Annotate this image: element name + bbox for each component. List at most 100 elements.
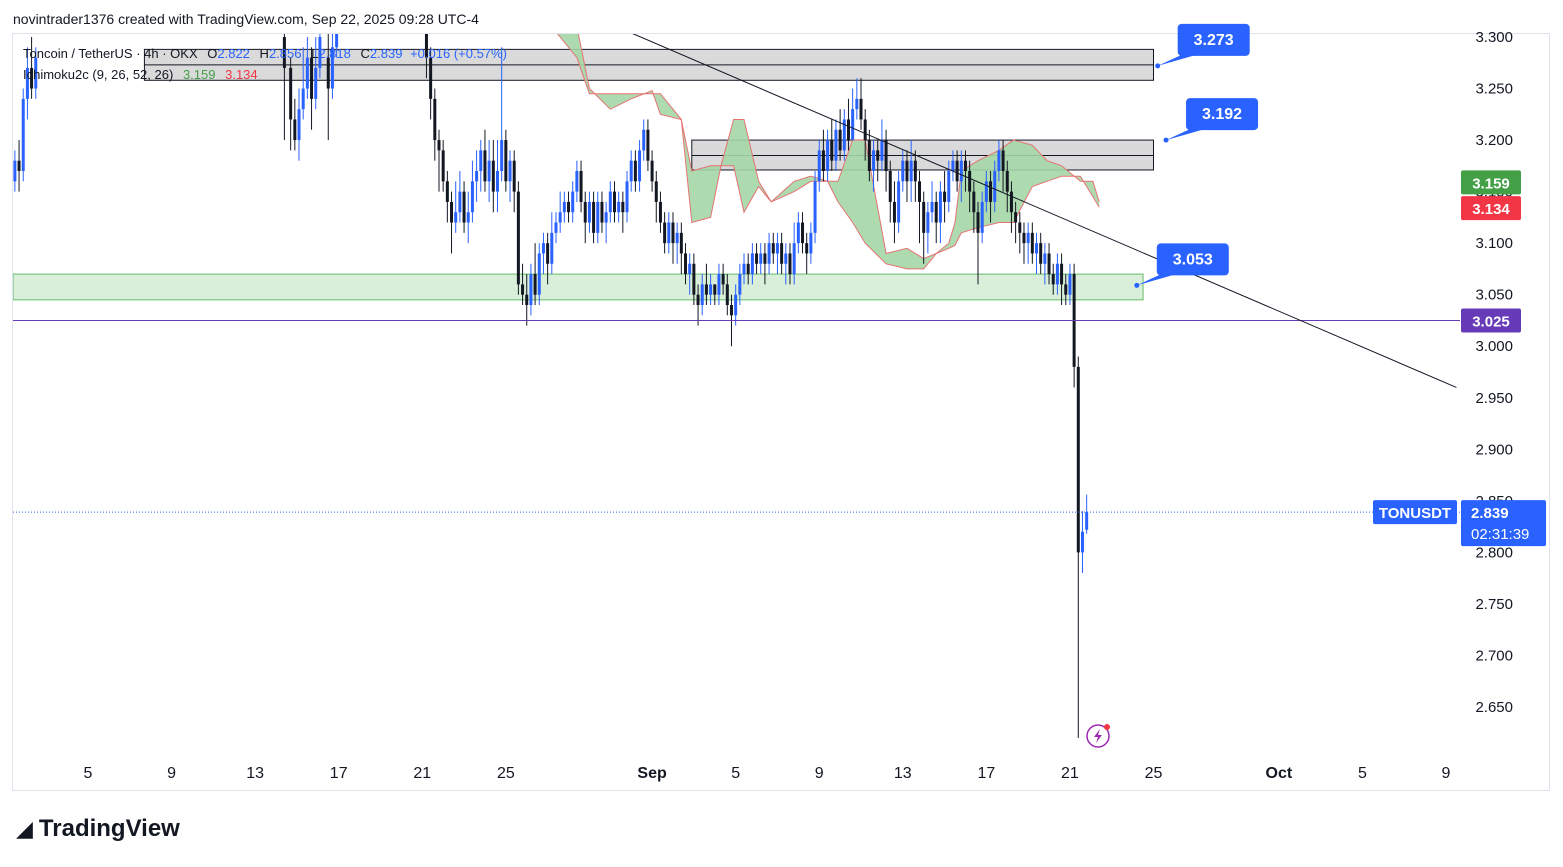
candle[interactable] — [834, 119, 838, 171]
candle[interactable] — [938, 181, 942, 244]
candle[interactable] — [30, 37, 34, 99]
candle[interactable] — [763, 243, 767, 285]
candle[interactable] — [562, 191, 566, 223]
candle[interactable] — [842, 109, 846, 161]
candle[interactable] — [805, 232, 809, 275]
candle[interactable] — [650, 150, 654, 192]
candle[interactable] — [922, 191, 926, 264]
candle[interactable] — [289, 57, 293, 151]
candle[interactable] — [901, 150, 905, 192]
candle[interactable] — [491, 140, 495, 213]
candle[interactable] — [529, 263, 533, 316]
candle[interactable] — [475, 150, 479, 202]
candle[interactable] — [1043, 243, 1047, 285]
flash-icon[interactable] — [1086, 724, 1110, 748]
candle[interactable] — [500, 47, 504, 182]
candle[interactable] — [809, 222, 813, 264]
candle[interactable] — [909, 140, 913, 202]
candle[interactable] — [696, 284, 700, 326]
candle[interactable] — [968, 160, 972, 213]
price-callout[interactable]: 3.273 — [1155, 23, 1250, 69]
candle[interactable] — [888, 160, 892, 223]
candle[interactable] — [951, 150, 955, 182]
candle[interactable] — [918, 171, 922, 244]
candle[interactable] — [625, 171, 629, 223]
candle[interactable] — [1072, 263, 1076, 388]
candle[interactable] — [1085, 494, 1089, 534]
candle[interactable] — [1001, 140, 1005, 192]
candle[interactable] — [335, 27, 339, 58]
candle[interactable] — [658, 191, 662, 233]
candle[interactable] — [1076, 356, 1080, 738]
candle[interactable] — [592, 191, 596, 244]
candle[interactable] — [1055, 253, 1059, 295]
candle[interactable] — [34, 47, 38, 99]
candle[interactable] — [692, 253, 696, 305]
candle[interactable] — [721, 263, 725, 295]
candle[interactable] — [746, 253, 750, 285]
candle[interactable] — [301, 47, 305, 120]
candle[interactable] — [575, 160, 579, 202]
candle[interactable] — [483, 129, 487, 192]
candle[interactable] — [450, 191, 454, 254]
candle[interactable] — [13, 150, 17, 192]
candle[interactable] — [621, 191, 625, 233]
candle[interactable] — [663, 212, 667, 254]
candle[interactable] — [821, 129, 825, 182]
candle[interactable] — [801, 212, 805, 254]
candle[interactable] — [608, 181, 612, 223]
candle[interactable] — [330, 27, 334, 99]
candle[interactable] — [704, 263, 708, 305]
candle[interactable] — [424, 27, 428, 79]
candle[interactable] — [429, 47, 433, 120]
candle[interactable] — [684, 243, 688, 285]
candle[interactable] — [579, 160, 583, 213]
candle[interactable] — [25, 47, 29, 120]
candle[interactable] — [646, 119, 650, 171]
candle[interactable] — [767, 232, 771, 275]
candle[interactable] — [546, 232, 550, 285]
candle[interactable] — [305, 37, 309, 99]
candle[interactable] — [550, 212, 554, 275]
candle[interactable] — [876, 140, 880, 182]
candle[interactable] — [830, 119, 834, 171]
candle[interactable] — [838, 109, 842, 161]
candle[interactable] — [930, 181, 934, 223]
candle[interactable] — [462, 181, 466, 233]
candle[interactable] — [734, 284, 738, 326]
candle[interactable] — [755, 243, 759, 275]
candle[interactable] — [913, 150, 917, 202]
candle[interactable] — [504, 129, 508, 192]
candle[interactable] — [1039, 232, 1043, 275]
candle[interactable] — [750, 243, 754, 285]
candle[interactable] — [905, 150, 909, 202]
candle[interactable] — [993, 160, 997, 213]
candle[interactable] — [667, 212, 671, 254]
candle[interactable] — [525, 274, 529, 326]
candle[interactable] — [533, 243, 537, 305]
candle[interactable] — [537, 243, 541, 305]
candle[interactable] — [846, 98, 850, 151]
candle[interactable] — [1018, 212, 1022, 254]
candle[interactable] — [5, 109, 8, 161]
candle[interactable] — [880, 119, 884, 171]
candle[interactable] — [955, 150, 959, 192]
candle[interactable] — [310, 47, 314, 130]
candle[interactable] — [508, 150, 512, 202]
candle[interactable] — [897, 171, 901, 233]
candle[interactable] — [771, 232, 775, 264]
candle[interactable] — [1047, 243, 1051, 285]
candle[interactable] — [884, 129, 888, 192]
candle[interactable] — [1014, 201, 1018, 244]
candle[interactable] — [654, 171, 658, 223]
candle[interactable] — [587, 191, 591, 233]
candle[interactable] — [671, 212, 675, 264]
candle[interactable] — [742, 253, 746, 285]
price-callout[interactable]: 3.192 — [1163, 98, 1259, 143]
candle[interactable] — [934, 191, 938, 244]
candle[interactable] — [963, 150, 967, 192]
candle[interactable] — [642, 119, 646, 161]
candle[interactable] — [1068, 263, 1072, 305]
candle[interactable] — [470, 160, 474, 223]
